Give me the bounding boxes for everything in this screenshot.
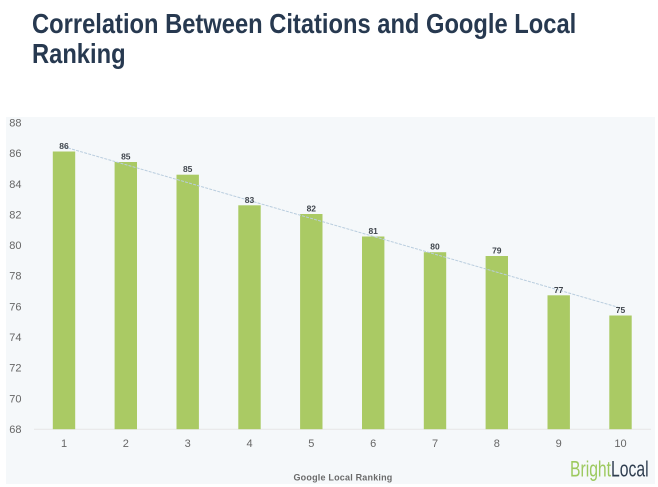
svg-text:Google Local Ranking: Google Local Ranking: [293, 473, 392, 483]
svg-text:83: 83: [245, 195, 255, 205]
svg-text:75: 75: [616, 305, 626, 315]
svg-text:74: 74: [9, 332, 21, 344]
svg-text:2: 2: [123, 438, 129, 450]
svg-text:8: 8: [494, 438, 500, 450]
svg-text:10: 10: [614, 438, 626, 450]
svg-text:72: 72: [9, 363, 21, 375]
svg-text:82: 82: [307, 204, 317, 214]
svg-text:70: 70: [9, 393, 21, 405]
svg-text:78: 78: [9, 271, 21, 283]
svg-text:6: 6: [370, 438, 376, 450]
svg-text:9: 9: [556, 438, 562, 450]
svg-text:80: 80: [430, 242, 440, 252]
svg-text:85: 85: [183, 164, 193, 174]
svg-text:82: 82: [9, 209, 21, 221]
svg-text:5: 5: [308, 438, 314, 450]
svg-text:86: 86: [9, 148, 21, 160]
svg-text:7: 7: [432, 438, 438, 450]
svg-text:76: 76: [9, 301, 21, 313]
svg-text:80: 80: [9, 240, 21, 252]
svg-text:85: 85: [121, 152, 131, 162]
svg-text:68: 68: [9, 424, 21, 436]
svg-text:77: 77: [554, 285, 564, 295]
svg-text:86: 86: [59, 141, 69, 151]
svg-text:BrightLocal: BrightLocal: [570, 458, 649, 482]
svg-text:88: 88: [9, 118, 21, 130]
svg-text:79: 79: [492, 246, 502, 256]
svg-text:4: 4: [246, 438, 252, 450]
svg-text:84: 84: [9, 179, 21, 191]
svg-text:1: 1: [61, 438, 67, 450]
svg-text:81: 81: [368, 226, 378, 236]
svg-text:3: 3: [185, 438, 191, 450]
